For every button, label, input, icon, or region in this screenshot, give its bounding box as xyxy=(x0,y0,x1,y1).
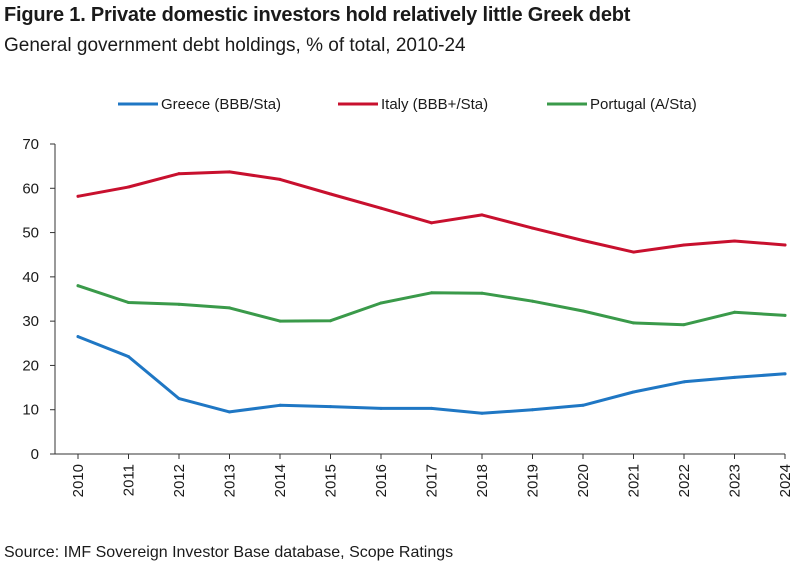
x-tick-label: 2014 xyxy=(272,464,289,497)
y-tick-label: 30 xyxy=(22,313,39,330)
data-point xyxy=(531,299,534,303)
data-point xyxy=(228,306,231,310)
data-point xyxy=(531,408,534,412)
data-point xyxy=(632,390,635,394)
data-point xyxy=(177,302,181,306)
y-tick-label: 70 xyxy=(22,136,39,153)
y-tick-label: 60 xyxy=(22,180,39,197)
x-tick-label: 2010 xyxy=(70,464,87,497)
data-point xyxy=(329,192,332,196)
data-point xyxy=(783,313,787,317)
legend-label: Portugal (A/Sta) xyxy=(590,96,697,113)
data-point xyxy=(480,411,484,415)
data-point xyxy=(733,239,736,243)
series-group xyxy=(76,170,787,415)
y-tick-label: 0 xyxy=(31,446,39,463)
data-point xyxy=(783,372,787,376)
y-tick-label: 40 xyxy=(22,269,39,286)
data-point xyxy=(177,172,181,176)
data-point xyxy=(682,243,686,247)
data-point xyxy=(228,410,231,414)
data-point xyxy=(329,405,332,409)
x-tick-label: 2021 xyxy=(626,464,643,497)
data-point xyxy=(480,291,484,295)
y-tick-label: 50 xyxy=(22,225,39,242)
data-point xyxy=(379,406,383,410)
data-point xyxy=(783,243,787,247)
source-note: Source: IMF Sovereign Investor Base data… xyxy=(4,544,454,561)
series-line-italy xyxy=(76,170,787,254)
data-point xyxy=(177,397,181,401)
x-tick-label: 2015 xyxy=(323,464,340,497)
data-point xyxy=(127,185,130,189)
chart-subtitle: General government debt holdings, % of t… xyxy=(4,35,466,56)
legend-label: Greece (BBB/Sta) xyxy=(161,96,281,113)
chart-title: Figure 1. Private domestic investors hol… xyxy=(4,4,631,26)
data-point xyxy=(733,375,736,379)
data-point xyxy=(76,194,80,198)
axes: 0 10 20 30 40 50 60 70 2010 2011 2012 2013 2014 2015 2… xyxy=(22,136,794,497)
x-tick-label: 2023 xyxy=(727,464,744,497)
data-point xyxy=(228,170,231,174)
y-tick-label: 10 xyxy=(22,402,39,419)
x-tick-label: 2024 xyxy=(777,464,794,497)
line-chart: Greece (BBB/Sta) Italy (BBB+/Sta) Portugal… xyxy=(22,96,794,497)
data-point xyxy=(76,284,80,288)
x-tick-label: 2016 xyxy=(373,464,390,497)
x-tick-label: 2011 xyxy=(121,464,138,496)
data-point xyxy=(76,335,80,339)
data-point xyxy=(430,291,433,295)
x-tick-label: 2022 xyxy=(676,464,693,497)
x-tick-label: 2018 xyxy=(474,464,491,497)
data-point xyxy=(581,403,585,407)
data-point xyxy=(127,355,130,359)
data-point xyxy=(127,301,130,305)
data-point xyxy=(430,406,433,410)
data-point xyxy=(632,321,635,325)
data-point xyxy=(379,206,383,210)
data-point xyxy=(733,310,736,314)
x-tick-label: 2020 xyxy=(575,464,592,497)
legend: Greece (BBB/Sta) Italy (BBB+/Sta) Portugal… xyxy=(118,96,697,113)
data-point xyxy=(531,226,534,230)
data-point xyxy=(329,319,332,323)
data-point xyxy=(581,309,585,313)
data-point xyxy=(430,221,433,225)
data-point xyxy=(581,239,585,243)
data-point xyxy=(632,250,635,254)
x-tick-label: 2017 xyxy=(424,464,441,497)
data-point xyxy=(682,323,686,327)
data-point xyxy=(379,301,383,305)
data-point xyxy=(480,213,484,217)
x-tick-label: 2013 xyxy=(222,464,239,497)
data-point xyxy=(278,403,282,407)
legend-label: Italy (BBB+/Sta) xyxy=(381,96,488,113)
data-point xyxy=(682,380,686,384)
series-line-greece xyxy=(76,335,787,415)
x-tick-label: 2019 xyxy=(525,464,542,497)
data-point xyxy=(278,319,282,323)
data-point xyxy=(278,177,282,181)
x-tick-label: 2012 xyxy=(171,464,188,497)
y-tick-label: 20 xyxy=(22,357,39,374)
